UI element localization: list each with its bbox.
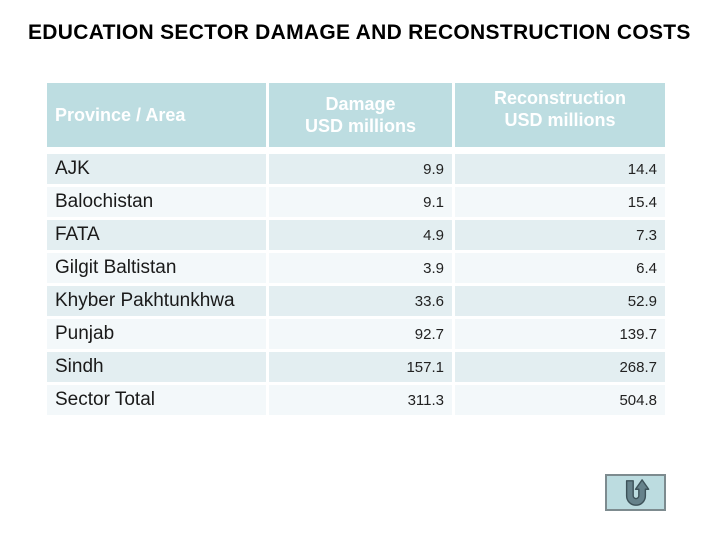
province-cell: Gilgit Baltistan [47,253,266,283]
header-damage-line2: USD millions [304,116,416,136]
table-row: Sindh 157.1 268.7 [47,352,665,382]
table-row: FATA 4.9 7.3 [47,220,665,250]
province-cell: Sindh [47,352,266,382]
header-reconstruction-line1: Reconstruction [493,88,626,108]
table-header-row: Province / Area Damage USD millions Reco… [47,83,665,147]
damage-cell: 157.1 [269,352,452,382]
damage-cell: 33.6 [269,286,452,316]
reconstruction-cell: 268.7 [455,352,665,382]
table-row: Khyber Pakhtunkhwa 33.6 52.9 [47,286,665,316]
reconstruction-cell: 139.7 [455,319,665,349]
cost-table: Province / Area Damage USD millions Reco… [47,83,665,418]
reconstruction-cell: 6.4 [455,253,665,283]
table-row: Punjab 92.7 139.7 [47,319,665,349]
province-cell: Sector Total [47,385,266,415]
reconstruction-cell: 15.4 [455,187,665,217]
reconstruction-cell: 52.9 [455,286,665,316]
header-reconstruction-line2: USD millions [504,110,616,130]
header-province: Province / Area [47,83,266,147]
province-cell: Khyber Pakhtunkhwa [47,286,266,316]
u-turn-arrow-icon [621,478,651,508]
damage-cell: 9.9 [269,154,452,184]
damage-cell: 4.9 [269,220,452,250]
header-damage: Damage USD millions [269,83,452,147]
return-button[interactable] [605,474,666,511]
table-row: Balochistan 9.1 15.4 [47,187,665,217]
damage-cell: 9.1 [269,187,452,217]
damage-cell: 311.3 [269,385,452,415]
table-row: Gilgit Baltistan 3.9 6.4 [47,253,665,283]
reconstruction-cell: 14.4 [455,154,665,184]
header-damage-line1: Damage [325,94,396,114]
table-row: AJK 9.9 14.4 [47,154,665,184]
province-cell: FATA [47,220,266,250]
reconstruction-cell: 7.3 [455,220,665,250]
reconstruction-cell: 504.8 [455,385,665,415]
header-province-label: Province / Area [55,105,186,125]
province-cell: Punjab [47,319,266,349]
header-reconstruction: Reconstruction USD millions [455,83,665,147]
province-cell: Balochistan [47,187,266,217]
page-title: EDUCATION SECTOR DAMAGE AND RECONSTRUCTI… [28,21,691,44]
province-cell: AJK [47,154,266,184]
damage-cell: 3.9 [269,253,452,283]
damage-cell: 92.7 [269,319,452,349]
table-row: Sector Total 311.3 504.8 [47,385,665,415]
